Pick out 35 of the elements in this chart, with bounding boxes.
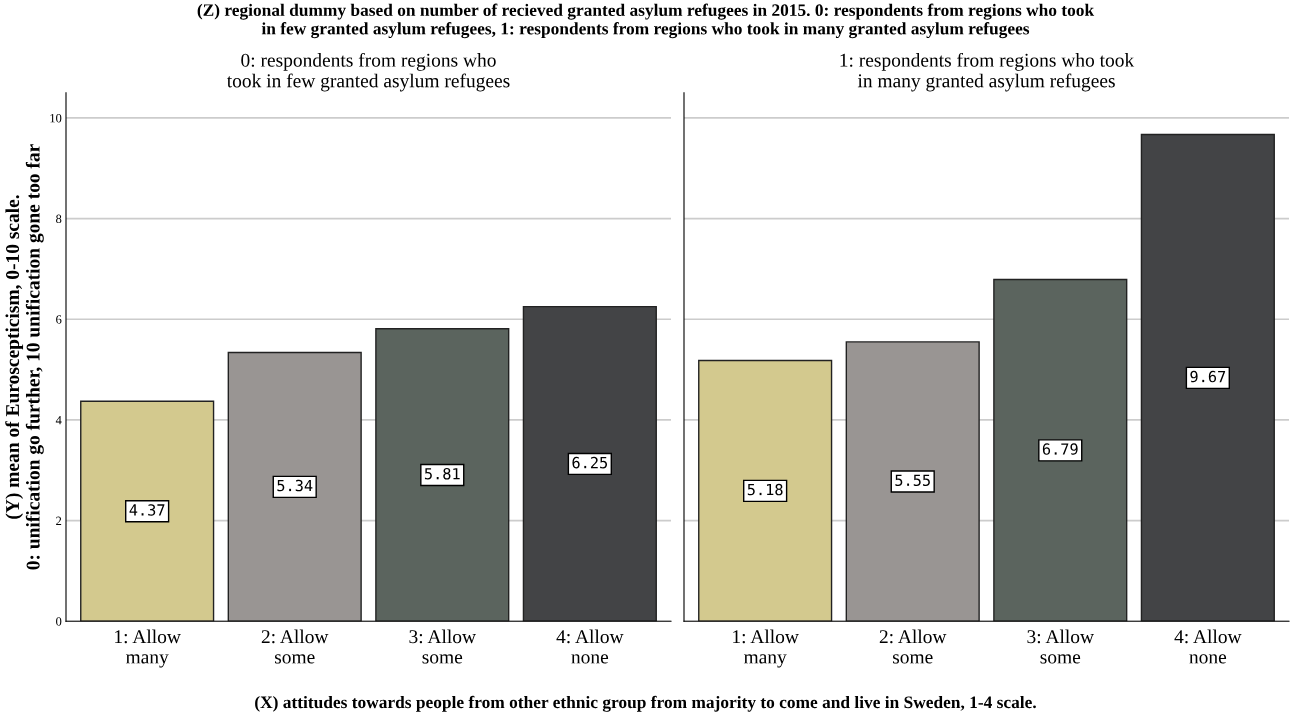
x-axis-title: (X) attitudes towards people from other ethnic group from majority to come and live in Sweden, 1-4 scale. bbox=[255, 695, 1036, 712]
bar bbox=[1140, 133, 1275, 622]
y-tick-label: 6 bbox=[56, 315, 62, 324]
y-tick-label: 8 bbox=[56, 214, 62, 224]
x-tick-label: 4: Allow none bbox=[556, 629, 624, 664]
x-tick-label: 1: Allow many bbox=[115, 629, 181, 668]
data-label: 6.25 bbox=[572, 456, 608, 469]
data-label: 5.34 bbox=[277, 479, 313, 492]
chart-subtitle: 0: respondents from regions who took in few granted asylum refugees bbox=[226, 52, 510, 92]
bar bbox=[845, 341, 980, 622]
y-axis-title: (Y) mean of Euroscepticism, 0-10 scale. 0: unification go further, 10 unification gone too far bbox=[5, 144, 44, 570]
bar bbox=[522, 305, 657, 622]
y-tick-label: 2 bbox=[56, 516, 62, 525]
x-tick-label: 3: Allow some bbox=[1027, 629, 1094, 664]
bar bbox=[80, 400, 215, 622]
x-tick-label: 1: Allow many bbox=[733, 629, 799, 668]
x-tick-label: 4: Allow none bbox=[1174, 629, 1242, 664]
data-label: 5.81 bbox=[424, 467, 460, 480]
data-label: 5.55 bbox=[895, 474, 930, 487]
bar bbox=[375, 328, 510, 622]
y-tick-label: 10 bbox=[50, 113, 62, 123]
x-tick-label: 2: Allow some bbox=[879, 629, 947, 664]
x-tick-label: 2: Allow some bbox=[261, 629, 329, 664]
bar bbox=[993, 278, 1128, 622]
y-tick-label: 4 bbox=[55, 416, 62, 425]
x-tick-label: 3: Allow some bbox=[409, 629, 476, 664]
y-tick-label: 0 bbox=[56, 617, 62, 626]
bar bbox=[227, 351, 362, 622]
data-label: 5.18 bbox=[747, 483, 783, 496]
data-label: 4.37 bbox=[129, 504, 165, 516]
chart-subtitle: 1: respondents from regions who took in many granted asylum refugees bbox=[840, 52, 1135, 92]
data-label: 6.79 bbox=[1042, 443, 1078, 455]
bar bbox=[698, 359, 833, 622]
chart-title: (Z) regional dummy based on number of recieved granted asylum refugees in 2015. 0: respondents from regions who took in few granted asylum refugees, 1: respondents from regions who took in many granted asylum refugees bbox=[197, 3, 1095, 39]
data-label: 9.67 bbox=[1190, 370, 1226, 383]
